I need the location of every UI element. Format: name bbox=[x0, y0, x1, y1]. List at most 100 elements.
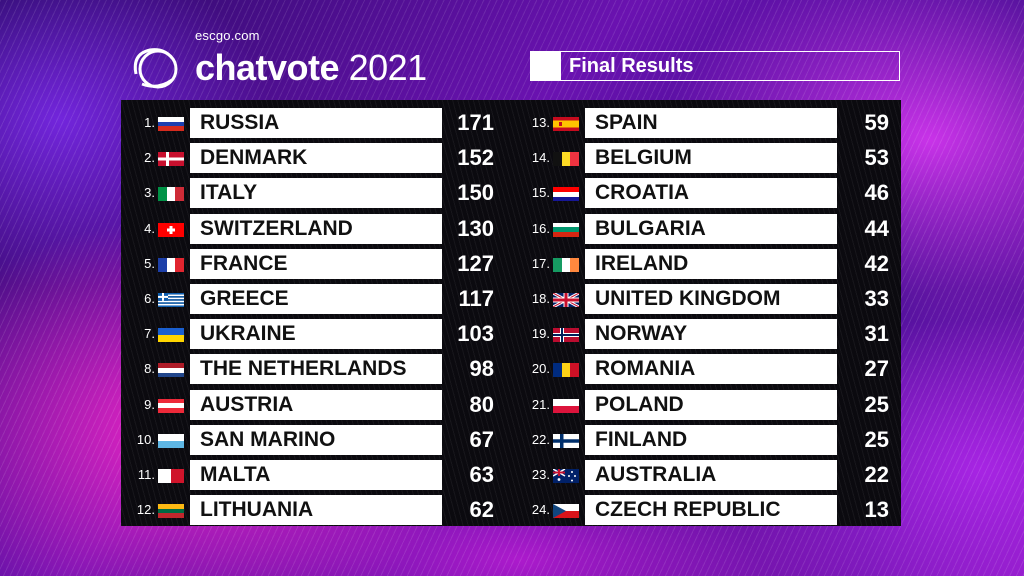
country-flag-icon bbox=[158, 222, 184, 237]
country-points: 25 bbox=[864, 426, 889, 452]
rank-number: 10. bbox=[136, 431, 155, 447]
country-flag-icon bbox=[158, 504, 184, 519]
country-points: 117 bbox=[458, 285, 495, 311]
country-points: 59 bbox=[864, 110, 889, 135]
country-flag-icon bbox=[553, 117, 579, 131]
country-points: 46 bbox=[864, 180, 889, 206]
rank-number: 21. bbox=[531, 396, 550, 412]
rank-number: 19. bbox=[531, 326, 550, 342]
country-points: 13 bbox=[864, 497, 889, 523]
rank-number: 17. bbox=[531, 255, 550, 271]
country-flag-icon bbox=[158, 152, 184, 167]
site-url: escgo.com bbox=[195, 28, 260, 43]
country-name: SAN MARINO bbox=[190, 424, 442, 455]
country-name: NORWAY bbox=[585, 319, 837, 350]
country-points: 62 bbox=[469, 497, 494, 523]
rank-number: 2. bbox=[144, 150, 155, 166]
rank-number: 18. bbox=[531, 290, 550, 306]
country-name: LITHUANIA bbox=[190, 495, 442, 526]
country-name: CZECH REPUBLIC bbox=[585, 495, 837, 526]
country-name: AUSTRALIA bbox=[585, 459, 837, 490]
country-flag-icon bbox=[553, 152, 579, 167]
country-points: 22 bbox=[864, 461, 889, 487]
country-name: GREECE bbox=[190, 283, 442, 314]
country-points: 103 bbox=[457, 321, 494, 347]
country-name: BULGARIA bbox=[585, 213, 837, 244]
rank-number: 22. bbox=[531, 431, 550, 447]
country-flag-icon bbox=[553, 328, 579, 343]
country-flag-icon bbox=[158, 433, 184, 448]
country-flag-icon bbox=[158, 398, 184, 413]
country-points: 80 bbox=[469, 391, 494, 417]
country-flag-icon bbox=[158, 468, 184, 483]
final-results-label: Final Results bbox=[569, 54, 694, 77]
country-flag-icon bbox=[553, 363, 579, 378]
brand-name: chatvote bbox=[195, 47, 340, 88]
country-name: RUSSIA bbox=[190, 108, 442, 138]
rank-number: 7. bbox=[144, 326, 155, 342]
rank-number: 1. bbox=[144, 115, 155, 130]
country-name: UKRAINE bbox=[190, 319, 442, 350]
rank-number: 4. bbox=[144, 220, 155, 236]
country-name: UNITED KINGDOM bbox=[585, 283, 837, 314]
country-name: POLAND bbox=[585, 389, 837, 420]
header-square-icon bbox=[531, 52, 561, 80]
rank-number: 11. bbox=[137, 466, 155, 482]
rank-number: 5. bbox=[144, 255, 155, 271]
country-flag-icon bbox=[158, 328, 184, 343]
country-points: 42 bbox=[864, 250, 889, 276]
country-points: 44 bbox=[864, 215, 889, 241]
rank-number: 14. bbox=[531, 150, 550, 166]
rank-number: 8. bbox=[144, 361, 155, 377]
country-flag-icon bbox=[158, 187, 184, 202]
country-name: DENMARK bbox=[190, 143, 442, 174]
rank-number: 13. bbox=[531, 115, 550, 130]
country-flag-icon bbox=[553, 504, 579, 519]
rank-number: 9. bbox=[144, 396, 155, 412]
country-points: 25 bbox=[864, 391, 889, 417]
country-points: 152 bbox=[457, 145, 494, 171]
rank-number: 6. bbox=[144, 290, 155, 306]
country-points: 31 bbox=[864, 321, 889, 347]
country-points: 98 bbox=[469, 356, 494, 382]
rank-number: 23. bbox=[531, 466, 550, 482]
country-flag-icon bbox=[553, 187, 579, 202]
rank-number: 15. bbox=[531, 185, 550, 201]
country-name: AUSTRIA bbox=[190, 389, 442, 420]
country-name: BELGIUM bbox=[585, 143, 837, 174]
country-points: 33 bbox=[864, 285, 889, 311]
country-flag-icon bbox=[553, 292, 579, 307]
country-flag-icon bbox=[158, 292, 184, 307]
country-flag-icon bbox=[158, 363, 184, 378]
country-points: 150 bbox=[457, 180, 494, 206]
final-results-header: Final Results bbox=[530, 51, 900, 81]
country-name: CROATIA bbox=[585, 178, 837, 209]
rank-number: 24. bbox=[531, 502, 550, 518]
country-points: 171 bbox=[457, 110, 494, 135]
country-name: FINLAND bbox=[585, 424, 837, 455]
country-name: SWITZERLAND bbox=[190, 213, 442, 244]
chatvote-logo-icon bbox=[133, 48, 178, 89]
country-name: ROMANIA bbox=[585, 354, 837, 385]
country-points: 53 bbox=[864, 145, 889, 171]
country-flag-icon bbox=[553, 468, 579, 483]
rank-number: 20. bbox=[531, 361, 550, 377]
country-points: 130 bbox=[457, 215, 494, 241]
country-name: THE NETHERLANDS bbox=[190, 354, 442, 385]
country-points: 67 bbox=[469, 426, 494, 452]
country-points: 63 bbox=[469, 461, 494, 487]
country-name: FRANCE bbox=[190, 248, 442, 279]
country-name: IRELAND bbox=[585, 248, 837, 279]
brand-year: 2021 bbox=[348, 47, 428, 88]
rank-number: 16. bbox=[531, 220, 550, 236]
country-flag-icon bbox=[553, 433, 579, 448]
country-name: SPAIN bbox=[585, 108, 837, 138]
country-flag-icon bbox=[553, 257, 579, 272]
rank-number: 12. bbox=[136, 502, 155, 518]
country-flag-icon bbox=[553, 222, 579, 237]
rank-number: 3. bbox=[144, 185, 155, 201]
country-flag-icon bbox=[158, 257, 184, 272]
brand-title: chatvote 2021 bbox=[195, 48, 427, 88]
country-points: 127 bbox=[457, 250, 494, 276]
country-points: 27 bbox=[864, 356, 889, 382]
